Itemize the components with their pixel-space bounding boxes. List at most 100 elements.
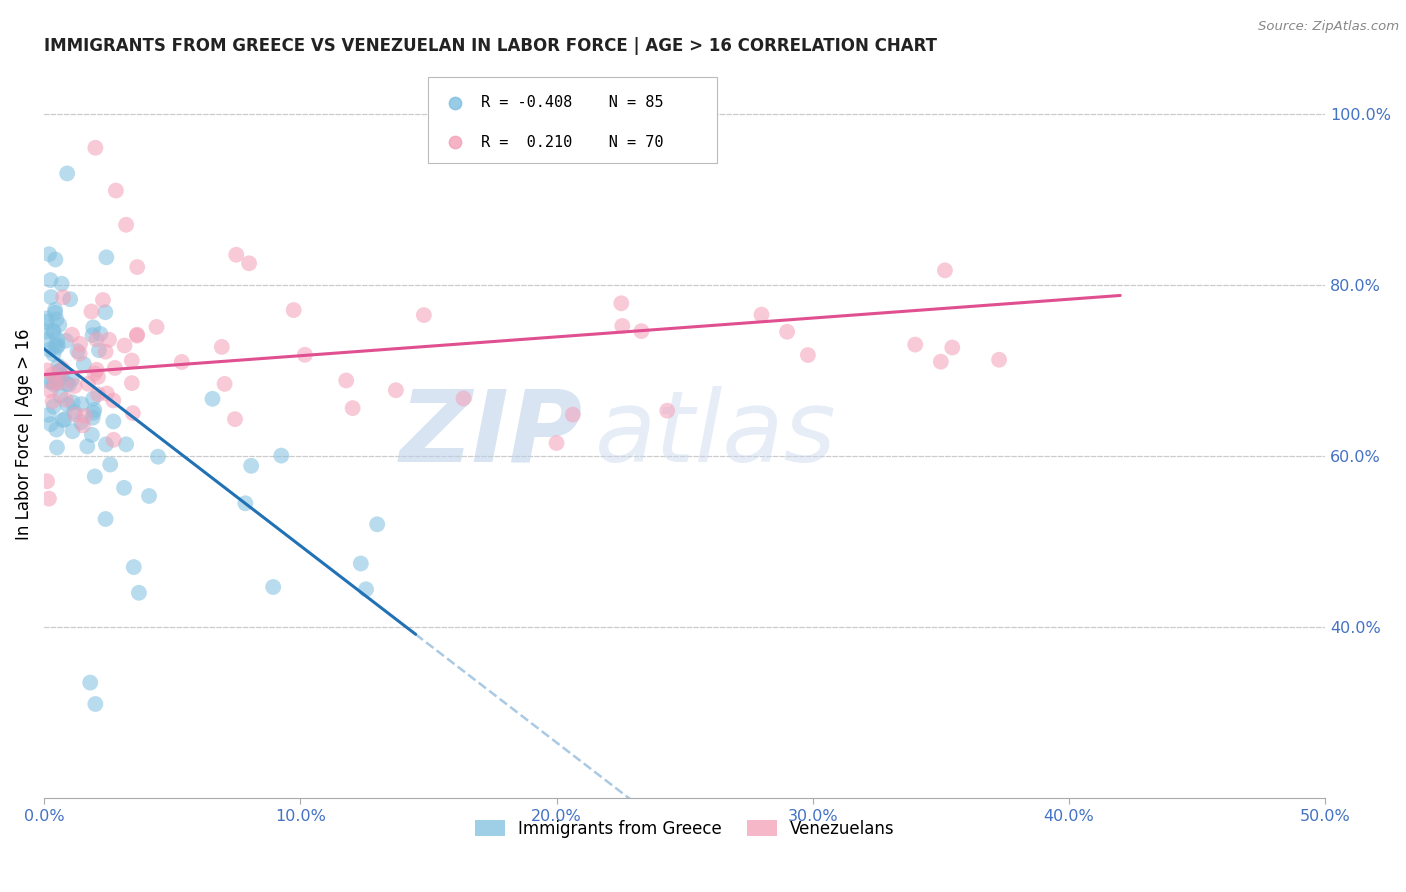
Point <box>42 377 65 392</box>
Point <box>51 362 73 376</box>
Point <box>270 449 292 463</box>
Text: ZIP: ZIP <box>399 386 582 483</box>
Point <box>122 560 145 574</box>
Point <box>96 251 118 265</box>
Point <box>366 517 388 532</box>
Point <box>941 341 963 355</box>
Point <box>855 191 877 205</box>
FancyBboxPatch shape <box>429 78 717 163</box>
Point <box>453 392 475 406</box>
Point <box>58 377 80 392</box>
Point <box>751 308 773 322</box>
Point <box>44 376 66 390</box>
Point <box>42 325 65 339</box>
Point <box>283 303 305 318</box>
Point <box>66 344 89 359</box>
Point <box>145 320 167 334</box>
Point <box>86 363 108 377</box>
Point <box>612 318 634 333</box>
Point <box>211 340 233 354</box>
Point <box>45 340 67 354</box>
Point <box>776 325 799 339</box>
Point <box>335 374 357 388</box>
Point <box>87 387 110 401</box>
Point <box>39 384 62 398</box>
Point <box>76 439 98 453</box>
Point <box>69 336 91 351</box>
Point <box>42 400 65 414</box>
Point <box>35 334 58 348</box>
Point <box>82 328 104 343</box>
Point <box>44 306 66 320</box>
Point <box>115 437 138 451</box>
Point <box>94 512 117 526</box>
Point <box>35 315 58 329</box>
Point <box>83 403 105 417</box>
Point <box>48 318 70 332</box>
Point <box>84 697 107 711</box>
Point <box>630 324 652 338</box>
Point <box>121 376 143 391</box>
Point <box>98 333 121 347</box>
Point <box>87 343 110 358</box>
Point <box>225 248 247 262</box>
Point <box>354 582 377 597</box>
Point <box>83 469 105 483</box>
Point <box>62 424 84 438</box>
Legend: Immigrants from Greece, Venezuelans: Immigrants from Greece, Venezuelans <box>468 813 901 845</box>
Point <box>37 374 59 388</box>
Text: IMMIGRANTS FROM GREECE VS VENEZUELAN IN LABOR FORCE | AGE > 16 CORRELATION CHART: IMMIGRANTS FROM GREECE VS VENEZUELAN IN … <box>44 37 938 55</box>
Point <box>39 290 62 304</box>
Point <box>262 580 284 594</box>
Point <box>104 184 127 198</box>
Point <box>56 398 79 412</box>
Point <box>610 296 633 310</box>
Point <box>44 338 66 352</box>
Point <box>37 363 59 377</box>
Point <box>41 394 63 409</box>
Point <box>98 458 121 472</box>
Point <box>89 326 111 341</box>
Point <box>929 354 952 368</box>
Point <box>82 392 104 406</box>
Point <box>46 359 69 373</box>
Point <box>385 383 408 397</box>
Point <box>94 437 117 451</box>
Point <box>84 332 107 346</box>
Text: R =  0.210    N = 70: R = 0.210 N = 70 <box>481 135 664 150</box>
Point <box>797 348 820 362</box>
Point <box>561 408 583 422</box>
Point <box>79 675 101 690</box>
Point <box>45 423 67 437</box>
Point <box>128 586 150 600</box>
Point <box>121 406 143 420</box>
Point <box>103 414 125 428</box>
Point <box>114 338 136 352</box>
Point <box>73 357 96 371</box>
Point <box>70 415 93 429</box>
Point <box>39 273 62 287</box>
Point <box>546 436 568 450</box>
Point <box>657 403 679 417</box>
Point <box>72 418 94 433</box>
Point <box>52 413 75 427</box>
Point <box>94 344 117 359</box>
Point <box>238 256 260 270</box>
Point <box>77 376 100 391</box>
Point <box>42 324 65 338</box>
Point <box>170 355 193 369</box>
Point <box>35 325 58 339</box>
Point <box>46 333 69 347</box>
Point <box>35 474 58 488</box>
Point <box>38 247 60 261</box>
Point <box>855 145 877 159</box>
Point <box>240 458 263 473</box>
Point <box>60 327 83 342</box>
Point <box>214 376 236 391</box>
Point <box>49 389 72 403</box>
Point <box>112 481 135 495</box>
Point <box>69 346 91 360</box>
Point <box>904 337 927 351</box>
Point <box>146 450 169 464</box>
Point <box>55 334 77 348</box>
